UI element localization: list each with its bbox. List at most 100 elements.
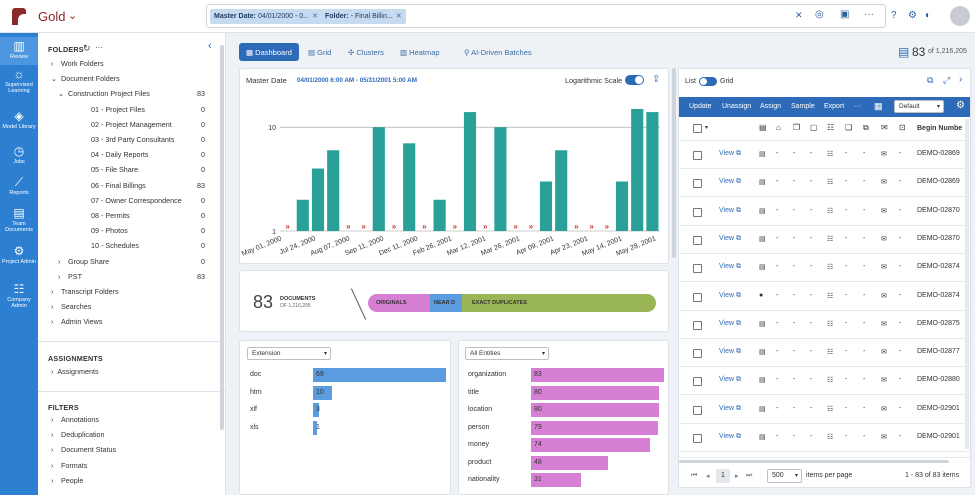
tree-item[interactable]: › Transcript Folders [51,287,119,296]
row-checkbox[interactable] [693,151,702,160]
filter-item[interactable]: › People [51,476,83,485]
view-link[interactable]: View ⧉ [719,291,741,299]
entities-select[interactable]: All Entities [465,347,549,360]
chevron-down-icon[interactable]: ▾ [705,125,709,131]
filter-bar[interactable]: Master Date: 04/01/2000 - 0... ✕ Folder: … [206,4,886,28]
prev-page-icon[interactable]: ◂ [706,473,710,480]
bar[interactable] [539,181,553,231]
scrollbar[interactable] [679,460,949,463]
avatar[interactable] [950,6,970,26]
chevron-icon[interactable]: › [51,302,54,312]
filter-item[interactable]: › Document Status [51,445,116,454]
filter-item[interactable]: › Formats [51,461,87,470]
save-icon[interactable]: ▣ [840,9,850,20]
collapse-panel-icon[interactable]: ‹ [208,40,212,52]
filter-item[interactable]: › Deduplication [51,430,105,439]
tree-item-assignments[interactable]: › Assignments [51,367,99,376]
filter-chip-folder[interactable]: Folder: - Final Billin... ✕ [321,9,406,24]
rail-reports[interactable]: ⟋ Reports [0,176,38,202]
rail-model-library[interactable]: ◈ Model Library [0,110,38,140]
bar[interactable] [403,143,416,231]
bar[interactable] [494,127,507,231]
next-page-icon[interactable]: ▸ [735,473,739,480]
scrollbar[interactable] [220,45,224,430]
tree-item[interactable]: 10 - Schedules [71,241,139,250]
row-checkbox[interactable] [693,320,702,330]
bar[interactable] [433,199,446,231]
select-all-checkbox[interactable] [693,124,702,133]
sample-button[interactable]: Sample [791,103,815,110]
tree-item[interactable]: 02 - Project Management [71,120,172,129]
view-link[interactable]: View ⧉ [719,178,741,186]
close-icon[interactable]: ✕ [395,13,402,20]
table-row[interactable]: View ⧉ ▤ - - - ☷ - - ✉ - DEMO-02870 [679,198,970,226]
row-checkbox[interactable] [693,235,702,245]
near-dup-segment[interactable]: NEAR D [430,294,462,312]
chevron-icon[interactable]: ⌄ [51,74,58,84]
rail-review[interactable]: ▥ Review [0,37,38,65]
extension-select[interactable]: Extension [247,347,331,360]
bar[interactable] [296,199,309,231]
view-link[interactable]: View ⧉ [719,376,741,384]
export-button[interactable]: Export [824,103,845,110]
rail-supervised-learning[interactable]: ☼ Supervised Learning [0,68,38,98]
chevron-icon[interactable]: ⌄ [58,89,65,99]
table-row[interactable]: View ⧉ ▤ - - - ☷ - - ✉ - DEMO-02874 [679,254,970,283]
tree-item[interactable]: 01 - Project Files [71,105,145,114]
tab-clusters[interactable]: ✣ Clusters [348,48,384,57]
theme-icon[interactable]: ◐ [925,10,932,21]
chevron-down-icon[interactable]: ⌄ [68,10,78,22]
chevron-right-icon[interactable]: › [959,74,963,85]
view-link[interactable]: View ⧉ [719,404,741,412]
view-link[interactable]: View ⧉ [719,206,741,214]
chevron-icon[interactable]: › [51,287,54,296]
row-checkbox[interactable] [693,179,702,189]
table-row[interactable]: View ⧉ ▤ - - - ☷ - - ✉ - DEMO-02870 [679,226,970,254]
facet-bar[interactable]: 48 [531,455,608,470]
close-icon[interactable]: ✕ [311,13,318,20]
tree-item[interactable]: › Group Share [58,257,109,266]
bar[interactable] [327,150,340,231]
begin-number-header[interactable]: Begin Numbe [917,125,963,132]
last-page-icon[interactable]: ⏭ [746,472,753,479]
row-checkbox[interactable] [693,377,702,387]
tree-item[interactable]: 07 - Owner Correspondence [71,196,182,205]
export-icon[interactable]: ⇪ [652,74,661,85]
table-row[interactable]: View ⧉ ▤ - - - ☷ - - ✉ - DEMO-02880 [679,367,970,396]
filter-chip-date[interactable]: Master Date: 04/01/2000 - 0... ✕ [210,9,322,24]
more-icon[interactable]: ··· [95,43,103,52]
tree-item[interactable]: 05 - File Share [71,165,138,174]
bar[interactable] [646,112,659,231]
row-checkbox[interactable] [693,405,702,415]
view-link[interactable]: View ⧉ [719,433,741,440]
tree-item[interactable]: 06 - Final Billings [71,181,146,190]
unassign-button[interactable]: Unassign [722,103,752,110]
originals-segment[interactable]: ORIGINALS [368,294,430,312]
first-page-icon[interactable]: ⏮ [691,472,698,479]
bar[interactable] [463,112,477,231]
row-checkbox[interactable] [693,434,702,443]
chevron-icon[interactable]: › [58,271,61,281]
view-link[interactable]: View ⧉ [719,348,741,356]
app-logo[interactable] [12,8,26,25]
refresh-icon[interactable]: ↻ [83,43,91,53]
tab-heatmap[interactable]: ▧ Heatmap [400,48,440,57]
bar[interactable] [615,181,629,231]
view-link[interactable]: View ⧉ [719,263,741,271]
facet-bar[interactable]: 10 [313,385,333,400]
row-checkbox[interactable] [693,264,702,274]
facet-bar[interactable]: 80 [531,403,660,417]
chevron-icon[interactable]: › [51,317,54,327]
facet-bar[interactable]: 79 [531,420,658,435]
rail-team-documents[interactable]: ▤ Team Documents [0,207,38,237]
filter-item[interactable]: › Annotations [51,415,99,424]
facet-bar[interactable]: 1 [313,420,320,435]
tab-dashboard[interactable]: ▦ Dashboard [239,43,299,61]
scrollbar[interactable] [965,119,969,449]
tree-item[interactable]: ⌄ Document Folders [51,74,120,83]
tree-item[interactable]: ⌄ Construction Project Files [58,89,150,98]
facet-bar[interactable]: 74 [531,438,650,452]
row-checkbox[interactable] [693,207,702,217]
table-row[interactable]: View ⧉ ▤ - - - ☷ - - ✉ - DEMO-02869 [679,141,970,169]
